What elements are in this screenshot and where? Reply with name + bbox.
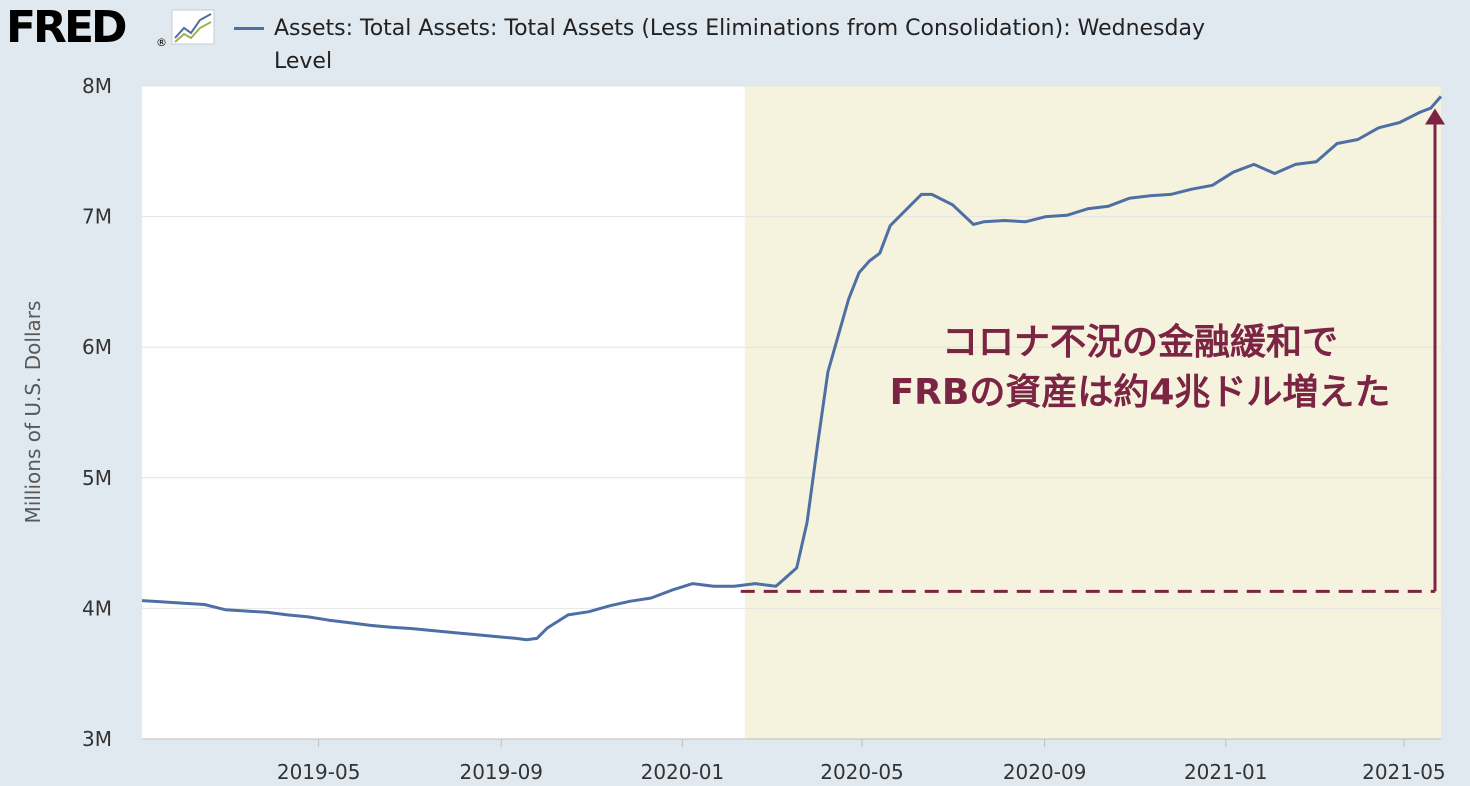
y-tick-label: 7M [82,205,112,229]
registered-mark: ® [156,36,167,49]
y-tick-label: 3M [82,727,112,751]
x-tick-label: 2019-05 [277,760,361,784]
x-tick-label: 2020-05 [820,760,904,784]
x-tick-label: 2021-05 [1362,760,1446,784]
x-tick-label: 2020-09 [1003,760,1087,784]
line-chart-icon [171,9,215,45]
highlight-region [744,86,1441,739]
x-tick-label: 2021-01 [1184,760,1268,784]
series-line [141,95,1443,642]
increase-arrow-head [1425,108,1445,125]
x-tick-label: 2019-09 [459,760,543,784]
x-tick-label: 2020-01 [641,760,725,784]
legend-series-name: Assets: Total Assets: Total Assets (Less… [274,16,1205,74]
fred-logo[interactable]: FRED [6,2,128,53]
y-tick-label: 6M [82,335,112,359]
y-tick-label: 8M [82,74,112,98]
legend-swatch [234,27,264,30]
chart-header: FRED ® Assets: Total Assets: Total Asset… [0,0,1470,80]
annotation-text: コロナ不況の金融緩和で FRBの資産は約4兆ドル増えた [830,318,1450,418]
annotation-line-1: コロナ不況の金融緩和で [941,322,1338,363]
annotation-line-2: FRBの資産は約4兆ドル増えた [889,372,1391,413]
y-tick-label: 5M [82,466,112,490]
y-tick-label: 4M [82,596,112,620]
